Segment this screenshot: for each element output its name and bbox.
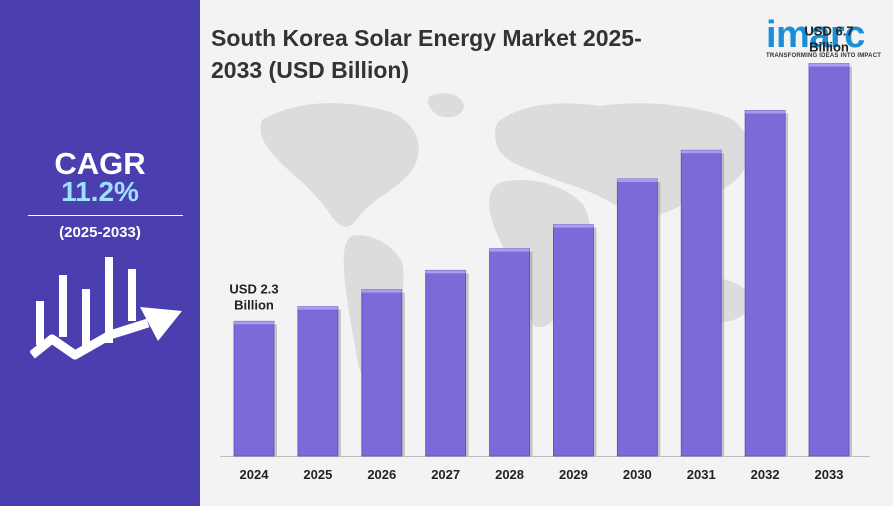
x-tick-label-2033: 2033 xyxy=(815,467,844,482)
bar-2028 xyxy=(489,248,530,457)
bar-top-highlight xyxy=(553,224,594,228)
bar-top-highlight xyxy=(425,270,466,274)
bar-top-highlight xyxy=(297,306,338,310)
bar-top-highlight xyxy=(809,63,849,67)
cagr-divider xyxy=(28,215,183,216)
imarc-logo: imarc xyxy=(766,14,865,56)
x-tick-label-2025: 2025 xyxy=(303,467,332,482)
data-label-2024-line1: USD 2.3 xyxy=(229,281,278,296)
bar-top-highlight xyxy=(681,150,722,154)
bar-2027 xyxy=(425,269,467,457)
data-label-2033-line2: Billion xyxy=(809,40,849,55)
bar-top-highlight xyxy=(234,321,274,325)
bar-2029 xyxy=(553,224,594,457)
bar-2030 xyxy=(616,178,658,457)
cagr-panel: CAGR 11.2% (2025-2033) xyxy=(0,0,200,506)
x-tick-label-2026: 2026 xyxy=(367,467,396,482)
x-tick-label-2024: 2024 xyxy=(240,467,270,482)
bar-2032 xyxy=(744,110,786,457)
data-label-2024-line2: Billion xyxy=(234,297,274,312)
x-tick-label-2028: 2028 xyxy=(495,467,524,482)
bar-2024 xyxy=(233,320,275,457)
growth-chart-arrow-icon xyxy=(30,257,182,360)
bar-2025 xyxy=(297,306,339,457)
cagr-value: 11.2% xyxy=(61,176,139,207)
cagr-label: CAGR xyxy=(54,146,146,181)
bar-top-highlight xyxy=(745,110,786,114)
chart-title-line-1: South Korea Solar Energy Market 2025- xyxy=(211,25,642,51)
x-tick-label-2029: 2029 xyxy=(559,467,588,482)
x-tick-label-2030: 2030 xyxy=(623,467,652,482)
bar-2026 xyxy=(361,289,403,457)
bar-top-highlight xyxy=(361,289,402,293)
cagr-period: (2025-2033) xyxy=(59,224,141,241)
logo-tagline: TRANSFORMING IDEAS INTO IMPACT xyxy=(766,53,882,59)
x-tick-label-2032: 2032 xyxy=(751,467,780,482)
bar-top-highlight xyxy=(489,248,530,252)
bar-2033 xyxy=(808,63,850,457)
x-tick-label-2031: 2031 xyxy=(687,467,716,482)
chart-title: South Korea Solar Energy Market 2025- 20… xyxy=(211,22,731,86)
bar-top-highlight xyxy=(617,178,658,182)
bar-2031 xyxy=(680,149,722,457)
x-tick-label-2027: 2027 xyxy=(431,467,460,482)
chart-title-line-2: 2033 (USD Billion) xyxy=(211,57,410,83)
data-label-2033-line1: USD 6.7 xyxy=(804,24,853,39)
